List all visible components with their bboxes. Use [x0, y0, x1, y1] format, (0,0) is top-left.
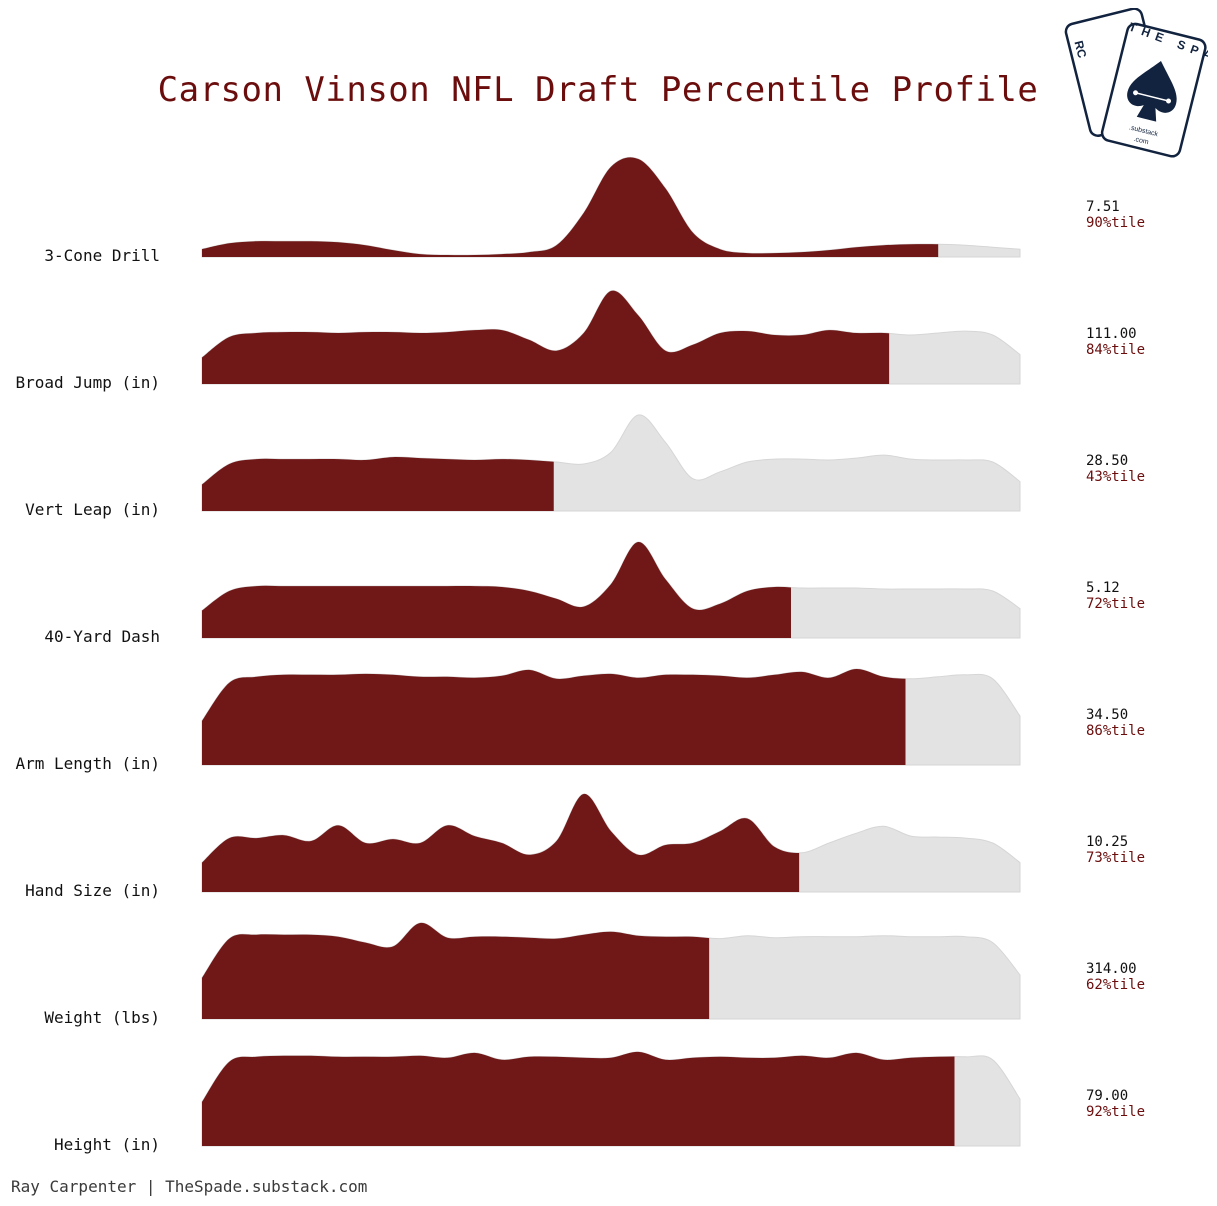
row-label: Vert Leap (in): [25, 500, 160, 519]
metric-value: 7.51: [1086, 199, 1120, 215]
metric-value: 79.00: [1086, 1088, 1128, 1104]
density-percentile-area: [202, 157, 939, 257]
metric-percentile: 86%tile: [1086, 723, 1145, 739]
metric-value: 28.50: [1086, 453, 1128, 469]
density-percentile-area: [202, 922, 710, 1019]
footer-credit: Ray Carpenter | TheSpade.substack.com: [11, 1177, 368, 1196]
row-label: 40-Yard Dash: [44, 627, 160, 646]
density-percentile-area: [202, 668, 906, 765]
row-label: Weight (lbs): [44, 1008, 160, 1027]
density-percentile-area: [202, 1051, 955, 1146]
metric-percentile: 84%tile: [1086, 342, 1145, 358]
metric-percentile: 73%tile: [1086, 850, 1145, 866]
row-label: Hand Size (in): [25, 881, 160, 900]
density-percentile-area: [202, 457, 554, 511]
metric-value: 111.00: [1086, 326, 1137, 342]
logo-back-text: RC: [1071, 39, 1089, 60]
metric-percentile: 90%tile: [1086, 215, 1145, 231]
metric-value: 34.50: [1086, 707, 1128, 723]
metric-value: 314.00: [1086, 961, 1137, 977]
row-label: 3-Cone Drill: [44, 246, 160, 265]
row-label: Broad Jump (in): [16, 373, 161, 392]
logo-com-text: .com: [1133, 136, 1150, 147]
density-percentile-area: [202, 290, 890, 384]
metric-percentile: 92%tile: [1086, 1104, 1145, 1120]
the-spade-logo: RC .substack .com THE SPADE: [1064, 8, 1208, 158]
metric-percentile: 43%tile: [1086, 469, 1145, 485]
density-percentile-area: [202, 793, 800, 892]
front-card: .substack .com: [1100, 22, 1207, 158]
metric-value: 5.12: [1086, 580, 1120, 596]
chart-title: Carson Vinson NFL Draft Percentile Profi…: [157, 70, 1039, 110]
spade-icon: [1127, 60, 1177, 122]
row-label: Height (in): [54, 1135, 160, 1154]
density-percentile-area: [202, 541, 791, 638]
metric-percentile: 72%tile: [1086, 596, 1145, 612]
row-label: Arm Length (in): [16, 754, 161, 773]
metric-value: 10.25: [1086, 834, 1128, 850]
metric-percentile: 62%tile: [1086, 977, 1145, 993]
